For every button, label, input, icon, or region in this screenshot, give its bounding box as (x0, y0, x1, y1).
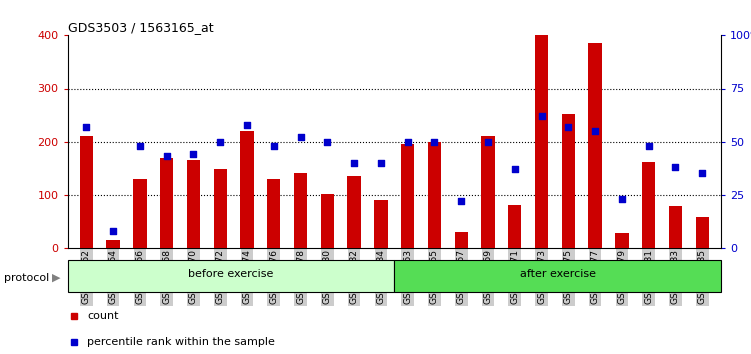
Point (188, 152, 200, 157)
Point (241, 122, 253, 127)
Bar (642, 162, 656, 248)
Point (402, 139, 414, 144)
Text: count: count (87, 311, 119, 321)
Point (508, 166, 520, 172)
Point (616, 196, 628, 202)
Bar (187, 160, 200, 248)
Bar (240, 131, 254, 248)
Bar (160, 158, 173, 248)
Bar (401, 144, 415, 248)
Bar (133, 179, 146, 248)
Point (482, 139, 494, 144)
Point (643, 143, 655, 149)
Point (669, 164, 681, 170)
Bar (374, 200, 388, 248)
Bar (695, 217, 709, 248)
FancyBboxPatch shape (68, 260, 394, 292)
Text: percentile rank within the sample: percentile rank within the sample (87, 337, 275, 347)
Bar (668, 206, 682, 248)
FancyBboxPatch shape (394, 260, 721, 292)
Point (562, 124, 575, 130)
Bar (562, 114, 575, 248)
Point (268, 143, 280, 149)
Point (80, 124, 92, 130)
Bar (80, 136, 93, 248)
Text: protocol: protocol (4, 273, 49, 283)
Text: ▶: ▶ (52, 273, 61, 283)
Bar (267, 179, 280, 248)
Bar (589, 44, 602, 248)
Point (294, 135, 306, 140)
Point (535, 113, 547, 119)
Point (107, 228, 119, 234)
Bar (508, 205, 521, 248)
Point (428, 139, 440, 144)
Point (161, 154, 173, 159)
Bar (481, 136, 495, 248)
Point (321, 139, 333, 144)
Bar (428, 142, 441, 248)
Bar (213, 169, 227, 248)
Bar (535, 35, 548, 248)
Bar (294, 173, 307, 248)
Point (214, 139, 226, 144)
Point (696, 171, 708, 176)
Point (589, 128, 601, 134)
Text: before exercise: before exercise (189, 269, 273, 279)
Bar (321, 194, 334, 248)
Bar (454, 232, 468, 248)
Bar (615, 233, 629, 248)
Point (348, 160, 360, 166)
Point (455, 198, 467, 204)
Bar (348, 176, 360, 248)
Bar (107, 240, 120, 248)
Text: GDS3503 / 1563165_at: GDS3503 / 1563165_at (68, 21, 213, 34)
Text: after exercise: after exercise (520, 269, 596, 279)
Point (375, 160, 387, 166)
Point (134, 143, 146, 149)
